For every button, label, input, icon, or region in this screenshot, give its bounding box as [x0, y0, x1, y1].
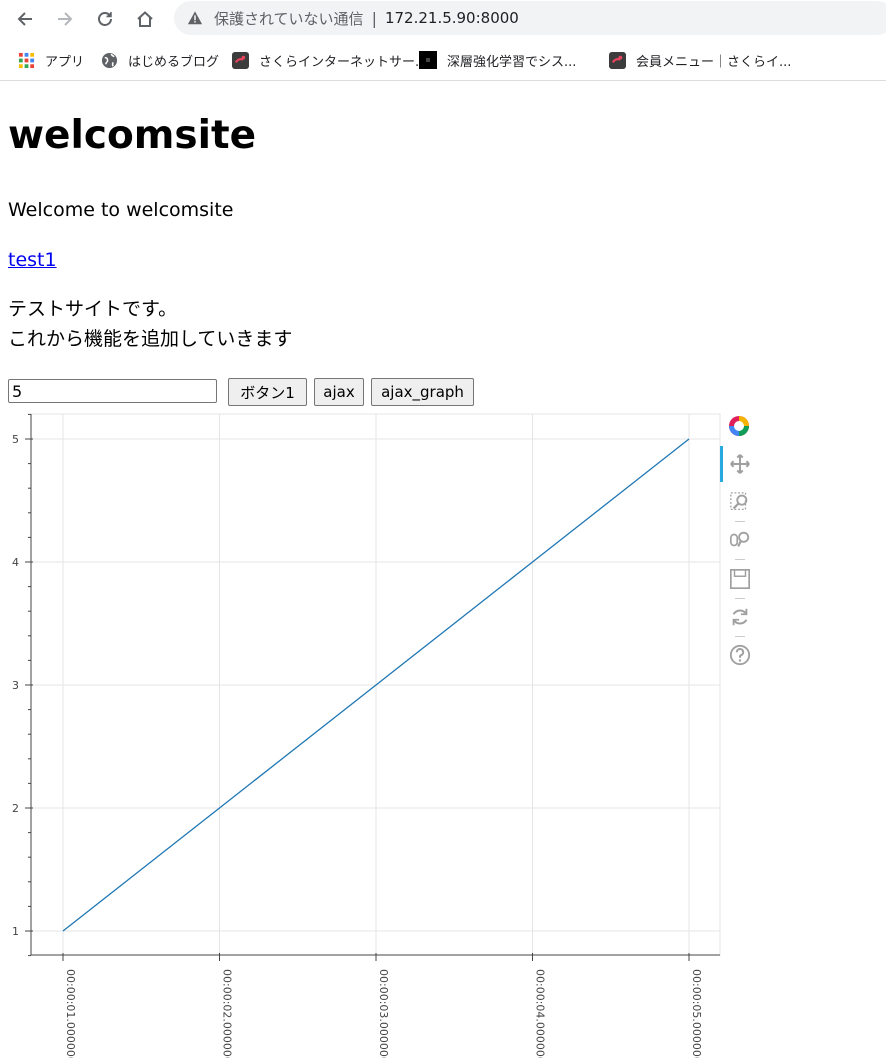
active-tool-indicator [720, 446, 723, 482]
x-tick-label: 00:00:05.000000 [690, 969, 703, 1058]
bookmark-label: はじめるブログ [128, 54, 220, 70]
ajax-button[interactable]: ajax [314, 378, 364, 406]
back-button[interactable] [11, 5, 39, 33]
description-line-2: これから機能を追加していきます [8, 328, 293, 350]
reload-icon [98, 12, 112, 26]
bookmark-apps[interactable]: アプリ [17, 50, 84, 70]
bookmark-hajimeru-blog[interactable]: はじめるブログ [100, 50, 219, 70]
ajax-graph-button[interactable]: ajax_graph [371, 378, 474, 406]
page-title: welcomsite [8, 113, 257, 158]
sakura-icon [231, 51, 249, 69]
tool-separator [735, 559, 745, 560]
y-tick-label: 5 [12, 433, 19, 446]
y-tick-label: 3 [12, 679, 19, 692]
welcome-text: Welcome to welcomsite [8, 199, 234, 221]
y-tick-label: 2 [12, 802, 19, 815]
line-chart[interactable]: 1 2 3 4 5 00:00:01.000000 00:00:02.000000 00:00… [0, 405, 886, 1058]
black-square-icon [419, 51, 437, 69]
bookmark-sakura-internet[interactable]: さくらインターネットサー... [231, 50, 427, 70]
forward-arrow-icon [58, 12, 73, 26]
bokeh-logo-icon[interactable] [727, 414, 751, 438]
home-icon [137, 11, 153, 27]
x-tick-label: 00:00:01.000000 [64, 969, 77, 1058]
help-icon[interactable] [728, 643, 752, 667]
sakura-icon [608, 51, 626, 69]
x-tick-label: 00:00:03.000000 [377, 969, 390, 1058]
x-tick-label: 00:00:04.000000 [534, 969, 547, 1058]
bookmark-label: 会員メニュー｜さくらイ... [636, 54, 792, 70]
tool-separator [735, 521, 745, 522]
test1-link[interactable]: test1 [8, 249, 57, 271]
reset-icon[interactable] [728, 605, 752, 629]
omnibox-separator: | [371, 8, 377, 28]
wheel-zoom-icon[interactable] [728, 528, 752, 552]
x-tick-label: 00:00:02.000000 [221, 969, 234, 1058]
tool-separator [735, 598, 745, 599]
security-warning-text: 保護されていない通信 [214, 9, 364, 28]
y-tick-label: 4 [12, 556, 19, 569]
address-bar[interactable]: 保護されていない通信 | 172.21.5.90:8000 [174, 1, 886, 35]
bookmark-label: さくらインターネットサー... [259, 54, 428, 70]
home-button[interactable] [131, 5, 159, 33]
bookmark-member-menu[interactable]: 会員メニュー｜さくらイ... [608, 50, 791, 70]
apps-grid-icon [17, 51, 35, 69]
forward-button[interactable] [51, 5, 79, 33]
chart-axes: 1 2 3 4 5 00:00:01.000000 00:00:02.000000 00:00… [12, 413, 720, 1058]
bookmark-deep-rl[interactable]: 深層強化学習でシス... [419, 50, 576, 70]
bookmark-label: 深層強化学習でシス... [447, 54, 577, 70]
y-tick-label: 1 [12, 925, 19, 938]
save-icon[interactable] [728, 567, 752, 591]
box-zoom-icon[interactable] [728, 490, 752, 514]
globe-icon [100, 51, 118, 69]
reload-button[interactable] [91, 5, 119, 33]
back-arrow-icon [17, 12, 32, 26]
bookmarks-bar: アプリ はじめるブログ さくらインターネットサー... 深層強化学習でシス...… [0, 40, 886, 81]
chart-series [62, 438, 690, 932]
tool-separator [735, 636, 745, 637]
series-line [62, 438, 690, 932]
pan-icon[interactable] [728, 452, 752, 476]
button1[interactable]: ボタン1 [228, 378, 307, 406]
url-text: 172.21.5.90:8000 [384, 9, 519, 27]
bookmark-label: アプリ [45, 54, 85, 70]
description-line-1: テストサイトです。 [8, 298, 178, 320]
number-input[interactable] [8, 379, 217, 403]
browser-toolbar: 保護されていない通信 | 172.21.5.90:8000 [0, 0, 886, 38]
warning-triangle-icon [187, 9, 205, 27]
